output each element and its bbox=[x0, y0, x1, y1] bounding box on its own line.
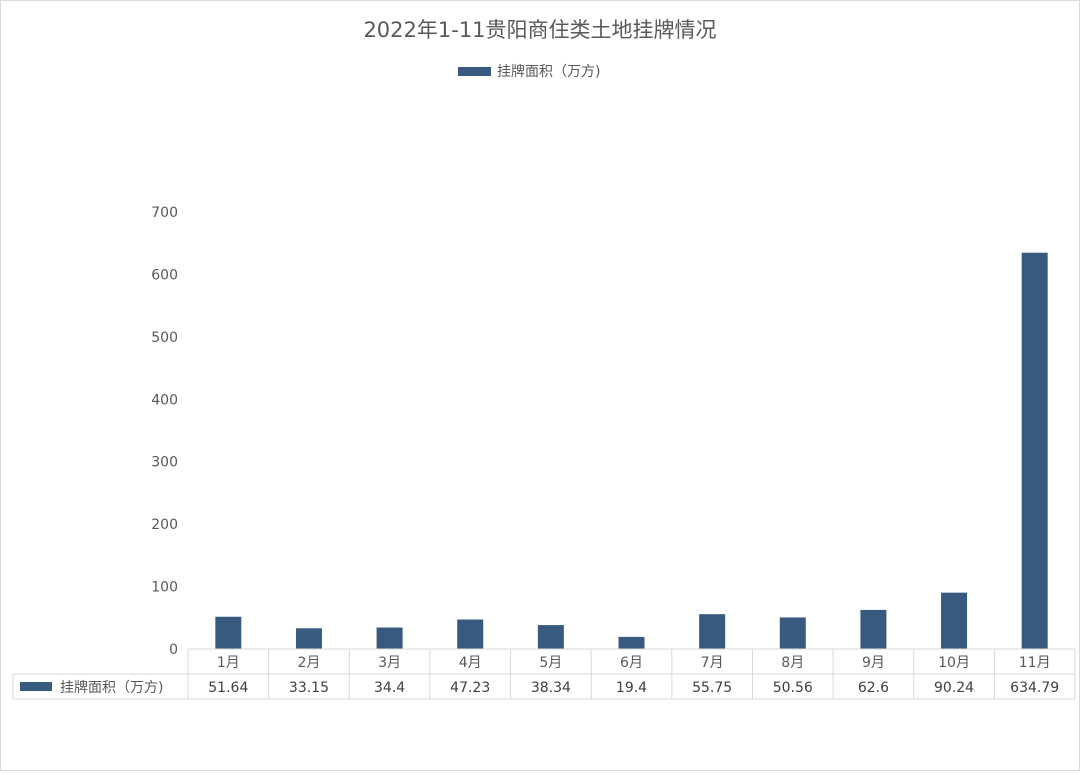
x-tick-label: 1月 bbox=[217, 655, 240, 671]
x-tick-label: 8月 bbox=[781, 655, 804, 671]
data-label: 55.75 bbox=[692, 680, 732, 696]
bar bbox=[1021, 252, 1048, 650]
legend-swatch bbox=[458, 67, 491, 76]
legend-label: 挂牌面积（万方) bbox=[497, 63, 600, 80]
x-tick-label: 6月 bbox=[620, 655, 643, 671]
y-tick-label: 500 bbox=[151, 330, 178, 346]
bar bbox=[215, 616, 242, 649]
data-label: 19.4 bbox=[616, 680, 647, 696]
x-tick-label: 5月 bbox=[539, 655, 562, 671]
data-label: 38.34 bbox=[531, 680, 571, 696]
x-tick-label: 4月 bbox=[459, 655, 482, 671]
data-label: 90.24 bbox=[934, 680, 974, 696]
bar bbox=[457, 619, 484, 649]
x-tick-label: 2月 bbox=[297, 655, 320, 671]
bar bbox=[295, 628, 322, 649]
data-label: 62.6 bbox=[858, 680, 889, 696]
y-axis: 0 100 200 300 400 500 600 700 bbox=[151, 205, 178, 658]
y-tick-label: 100 bbox=[151, 580, 178, 596]
x-tick-label: 11月 bbox=[1019, 655, 1051, 671]
chart-title: 2022年1-11贵阳商住类土地挂牌情况 bbox=[363, 18, 716, 42]
bar bbox=[618, 636, 645, 649]
table-series-label: 挂牌面积（万方) bbox=[60, 679, 163, 696]
legend: 挂牌面积（万方) bbox=[458, 63, 600, 80]
data-label: 634.79 bbox=[1010, 680, 1059, 696]
y-tick-label: 0 bbox=[169, 642, 178, 658]
bar bbox=[537, 625, 564, 649]
data-label: 34.4 bbox=[374, 680, 405, 696]
y-tick-label: 400 bbox=[151, 392, 178, 408]
bar bbox=[941, 592, 968, 649]
data-label: 33.15 bbox=[289, 680, 329, 696]
table-legend-swatch bbox=[20, 682, 52, 691]
y-tick-label: 300 bbox=[151, 455, 178, 471]
x-tick-label: 3月 bbox=[378, 655, 401, 671]
bar bbox=[376, 627, 403, 649]
y-tick-label: 200 bbox=[151, 517, 178, 533]
data-label: 47.23 bbox=[450, 680, 490, 696]
x-tick-label: 9月 bbox=[862, 655, 885, 671]
bar bbox=[860, 609, 887, 649]
bars bbox=[215, 252, 1048, 650]
bar bbox=[699, 614, 726, 649]
x-tick-label: 7月 bbox=[701, 655, 724, 671]
data-label: 50.56 bbox=[773, 680, 813, 696]
x-tick-label: 10月 bbox=[938, 655, 970, 671]
data-label: 51.64 bbox=[208, 680, 248, 696]
y-tick-label: 700 bbox=[151, 205, 178, 221]
bar bbox=[779, 617, 806, 649]
y-tick-label: 600 bbox=[151, 267, 178, 283]
